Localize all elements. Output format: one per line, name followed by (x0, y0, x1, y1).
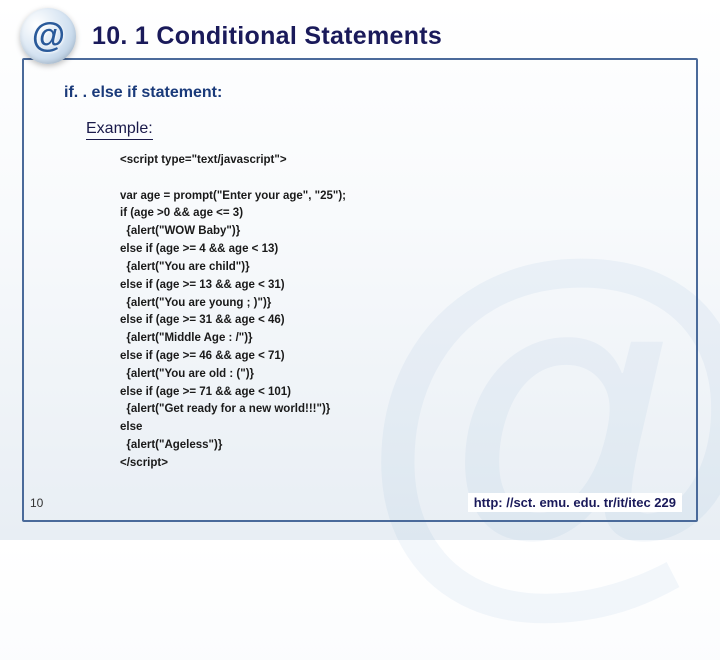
example-label: Example: (86, 120, 153, 140)
slide-header: @ 10. 1 Conditional Statements (0, 0, 720, 64)
subheading: if. . else if statement: (64, 84, 666, 102)
code-block: <script type="text/javascript"> var age … (120, 152, 666, 473)
at-icon: @ (20, 8, 76, 64)
page-number: 10 (30, 496, 43, 510)
at-icon-glyph: @ (31, 17, 64, 56)
footer-url: http: //sct. emu. edu. tr/it/itec 229 (468, 493, 682, 512)
content-frame: if. . else if statement: Example: <scrip… (22, 58, 698, 522)
slide-title: 10. 1 Conditional Statements (92, 22, 442, 51)
